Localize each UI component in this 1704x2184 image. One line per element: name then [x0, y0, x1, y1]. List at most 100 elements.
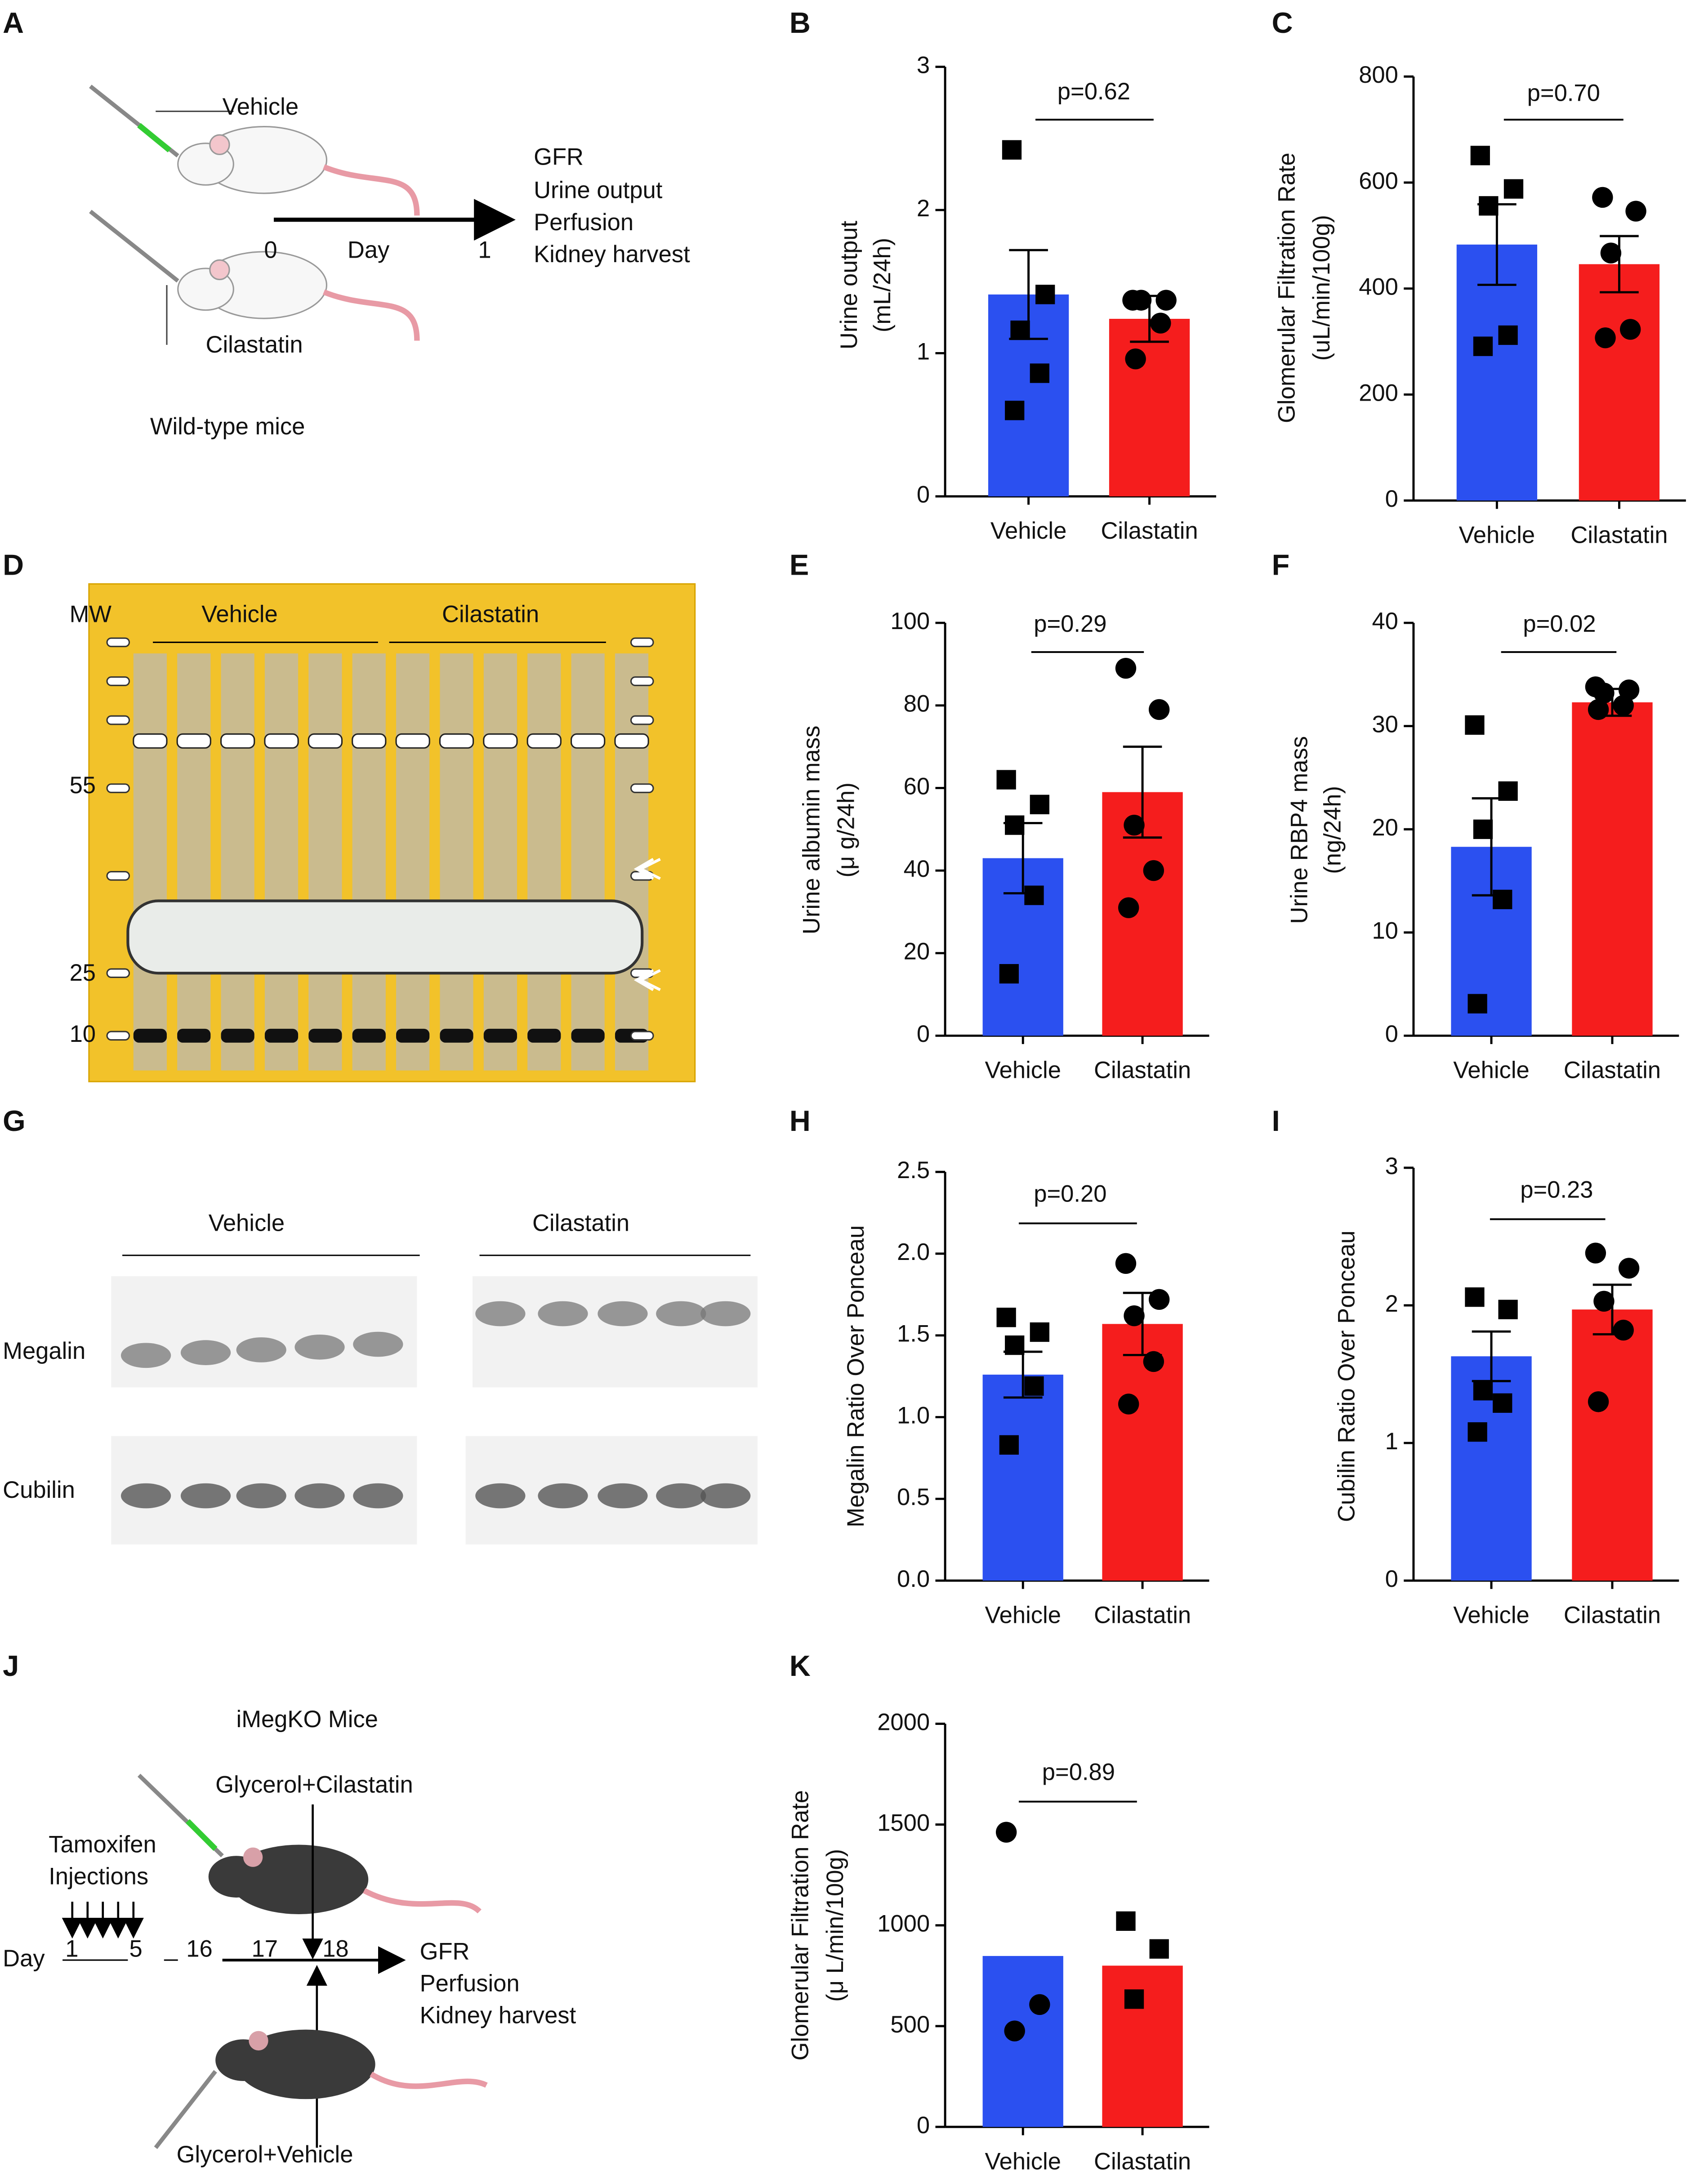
group-label: Vehicle — [201, 601, 277, 628]
y-tick-label: 0 — [917, 1021, 930, 1047]
ladder-band — [106, 871, 130, 881]
blot-band — [294, 1483, 345, 1509]
y-tick-label: 30 — [1372, 711, 1398, 738]
readout: Kidney harvest — [534, 241, 690, 268]
x-tick-label: Cilastatin — [1094, 1602, 1191, 1628]
mw-marker: 55 — [70, 772, 96, 799]
bar — [1572, 702, 1653, 1036]
data-point — [1029, 1994, 1050, 2015]
annotation: p=0.02 — [1523, 611, 1596, 637]
y-tick-label: 1.0 — [897, 1402, 930, 1429]
gel-band — [176, 733, 211, 749]
blot-band — [656, 1301, 706, 1326]
mouse — [236, 2029, 375, 2099]
y-tick-label: 0 — [917, 482, 930, 508]
blot-band — [700, 1301, 751, 1326]
mouse-tail — [363, 1888, 482, 1914]
gel-lane — [571, 653, 605, 1071]
y-tick-label: 2000 — [877, 1709, 930, 1735]
data-point — [1004, 2020, 1025, 2041]
y-tick-label: 80 — [904, 691, 930, 717]
gel-lane — [527, 653, 561, 1071]
annotation: p=0.89 — [1042, 1759, 1115, 1786]
day-label: Day — [3, 1945, 45, 1972]
data-point — [1473, 819, 1493, 839]
x-tick-label: Vehicle — [990, 518, 1066, 544]
x-tick-label: Cilastatin — [1094, 2148, 1191, 2175]
bar — [982, 1375, 1063, 1581]
y-tick-label: 40 — [1372, 608, 1398, 634]
y-tick-label: 60 — [904, 773, 930, 799]
y-tick-label: 1500 — [877, 1810, 930, 1836]
panel-letter: B — [790, 6, 811, 39]
charts: B Urine output (mL/24h) 0 1 2 3 Vehicle Cilastat… — [787, 6, 1686, 2175]
gel-lane — [440, 653, 473, 1071]
data-point — [1593, 683, 1615, 704]
y-tick-label: 2 — [1385, 1291, 1398, 1317]
ladder-band — [630, 715, 654, 725]
treatment: Glycerol+Vehicle — [177, 2141, 353, 2168]
gel-band — [264, 1028, 299, 1043]
ladder-band — [106, 1031, 130, 1041]
panel-g: G Vehicle Cilastatin Megalin Cubilin — [3, 1104, 758, 1545]
y-tick-label: 2 — [917, 195, 930, 222]
data-point — [1493, 889, 1512, 909]
gel-lane — [352, 653, 386, 1071]
y-tick-label: 600 — [1359, 168, 1398, 194]
group-label: Cilastatin — [442, 601, 539, 628]
blot-band — [180, 1483, 231, 1509]
ladder-band — [630, 676, 654, 686]
panel-letter: J — [3, 1649, 19, 1682]
data-point — [1588, 699, 1609, 720]
data-point — [1115, 657, 1137, 679]
data-point — [1613, 695, 1634, 716]
annotation: p=0.70 — [1527, 80, 1600, 106]
y-axis-label: Glomerular Filtration Rate — [1274, 152, 1300, 423]
y-axis-label: (mL/24h) — [869, 238, 896, 332]
panel-letter: E — [790, 549, 809, 581]
panel-letter: C — [1272, 6, 1293, 39]
data-point — [999, 964, 1019, 984]
y-tick-label: 0 — [1385, 486, 1398, 512]
blot-band — [700, 1483, 751, 1509]
data-point — [1030, 363, 1049, 383]
ladder-band — [630, 637, 654, 648]
data-point — [1600, 242, 1622, 264]
y-tick-label: 100 — [890, 608, 930, 634]
gel-band — [571, 1028, 605, 1043]
blot-bands — [120, 1301, 751, 1509]
day-label: Day — [348, 237, 390, 264]
row-label: Cubilin — [3, 1477, 75, 1503]
blot-band — [294, 1334, 345, 1360]
day: 5 — [129, 1935, 142, 1962]
data-point — [1593, 1291, 1615, 1312]
data-point — [1613, 1319, 1634, 1341]
gel-lane — [221, 653, 254, 1071]
blot-band — [656, 1483, 706, 1509]
data-point — [1155, 290, 1177, 311]
mouse-ear — [209, 259, 230, 281]
syringe-liquid — [185, 1819, 218, 1851]
panel-letter: K — [790, 1649, 811, 1682]
data-point — [1503, 179, 1524, 199]
syringe — [89, 210, 179, 283]
chart: E Urine albumin mass (μ g/24h) 0 20 40 60 80 100… — [790, 549, 1209, 1084]
gel-lane — [483, 653, 517, 1071]
data-point — [1498, 781, 1518, 801]
data-point — [1625, 201, 1646, 222]
data-point — [1595, 327, 1616, 348]
gel-band — [133, 733, 168, 749]
data-point — [1030, 1322, 1049, 1342]
data-point — [1498, 1300, 1518, 1319]
y-tick-label: 1 — [1385, 1428, 1398, 1455]
blot-band — [538, 1483, 588, 1509]
blot-band — [120, 1483, 171, 1509]
day: 1 — [478, 237, 491, 264]
mw-label: MW — [70, 601, 112, 628]
x-tick-label: Cilastatin — [1094, 1057, 1191, 1084]
chart: H Megalin Ratio Over Ponceau 0.0 0.5 1.0 1.5 2… — [790, 1104, 1209, 1628]
panel-letter: A — [3, 6, 24, 39]
y-tick-label: 200 — [1359, 380, 1398, 406]
data-point — [1588, 1391, 1609, 1412]
x-tick-label: Vehicle — [1453, 1057, 1529, 1084]
